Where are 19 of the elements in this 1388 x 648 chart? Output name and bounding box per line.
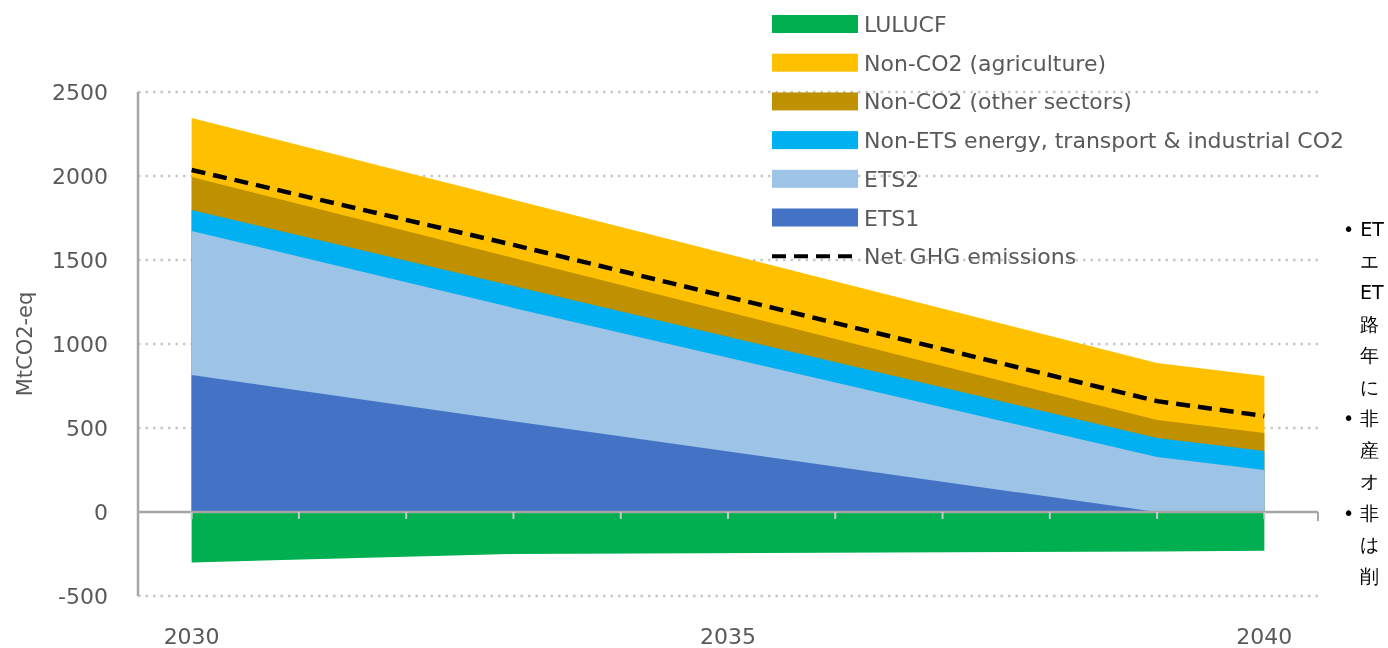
y-tick-label: 0 [94,500,108,525]
y-tick-label: 1500 [52,248,108,273]
y-tick-label: 2000 [52,164,108,189]
x-tick-label: 2040 [1236,624,1293,648]
legend-label: Non-ETS energy, transport & industrial CO2 [864,128,1345,154]
y-axis-title: MtCO2-eq [13,291,37,397]
legend-label: Non-CO2 (agriculture) [864,50,1107,76]
y-tick-label: 2500 [52,80,108,105]
legend-label: ETS1 [864,205,920,231]
legend-label: Net GHG emissions [864,244,1077,270]
y-tick-label: 500 [66,416,108,441]
y-tick-label: -500 [58,584,108,609]
annotations: • ET エ ET 路 年 に • 非 産 オ • 非 は 削 [1343,218,1384,587]
x-tick-label: 2035 [700,624,756,648]
y-tick-label: 1000 [52,332,108,357]
x-tick-label: 2030 [163,624,220,648]
legend-label: Non-CO2 (other sectors) [864,89,1132,115]
legend-label: LULUCF [864,12,947,37]
legend-label: ETS2 [864,166,920,192]
